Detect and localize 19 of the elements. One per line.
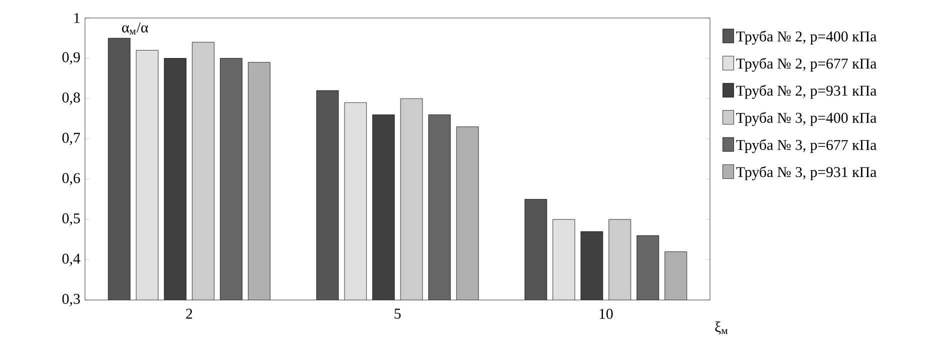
legend-label: Труба № 2, p=677 кПа	[736, 58, 877, 72]
y-axis-title: α$_{м}$/α	[122, 22, 148, 35]
x-tick-label: 2	[186, 308, 192, 319]
y-tick-label: 0,8	[62, 92, 80, 105]
y-tick-label: 0,4	[62, 254, 80, 266]
legend-label: Труба № 3, p=931 кПа	[736, 166, 877, 180]
legend-label: Труба № 3, p=400 кПа	[736, 112, 877, 126]
y-tick-label: 0,5	[62, 213, 80, 226]
y-tick-label: 0,6	[62, 173, 80, 186]
x-tick-label: 10	[600, 308, 613, 319]
legend-label: Труба № 2, p=931 кПа	[736, 84, 877, 99]
legend-label: Труба № 2, p=400 кПа	[736, 30, 877, 45]
x-axis-title: ξ$_{м}$	[715, 321, 728, 335]
x-tick-label: 5	[394, 308, 401, 319]
y-tick-label: 0,3	[62, 294, 80, 306]
y-tick-label: 1	[74, 13, 80, 23]
y-tick-label: 0,7	[62, 132, 80, 145]
y-tick-label: 0,9	[62, 52, 80, 64]
legend-label: Труба № 3, p=677 кПа	[736, 139, 877, 154]
